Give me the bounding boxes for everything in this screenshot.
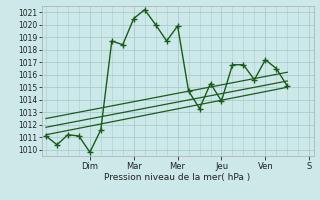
- X-axis label: Pression niveau de la mer( hPa ): Pression niveau de la mer( hPa ): [104, 173, 251, 182]
